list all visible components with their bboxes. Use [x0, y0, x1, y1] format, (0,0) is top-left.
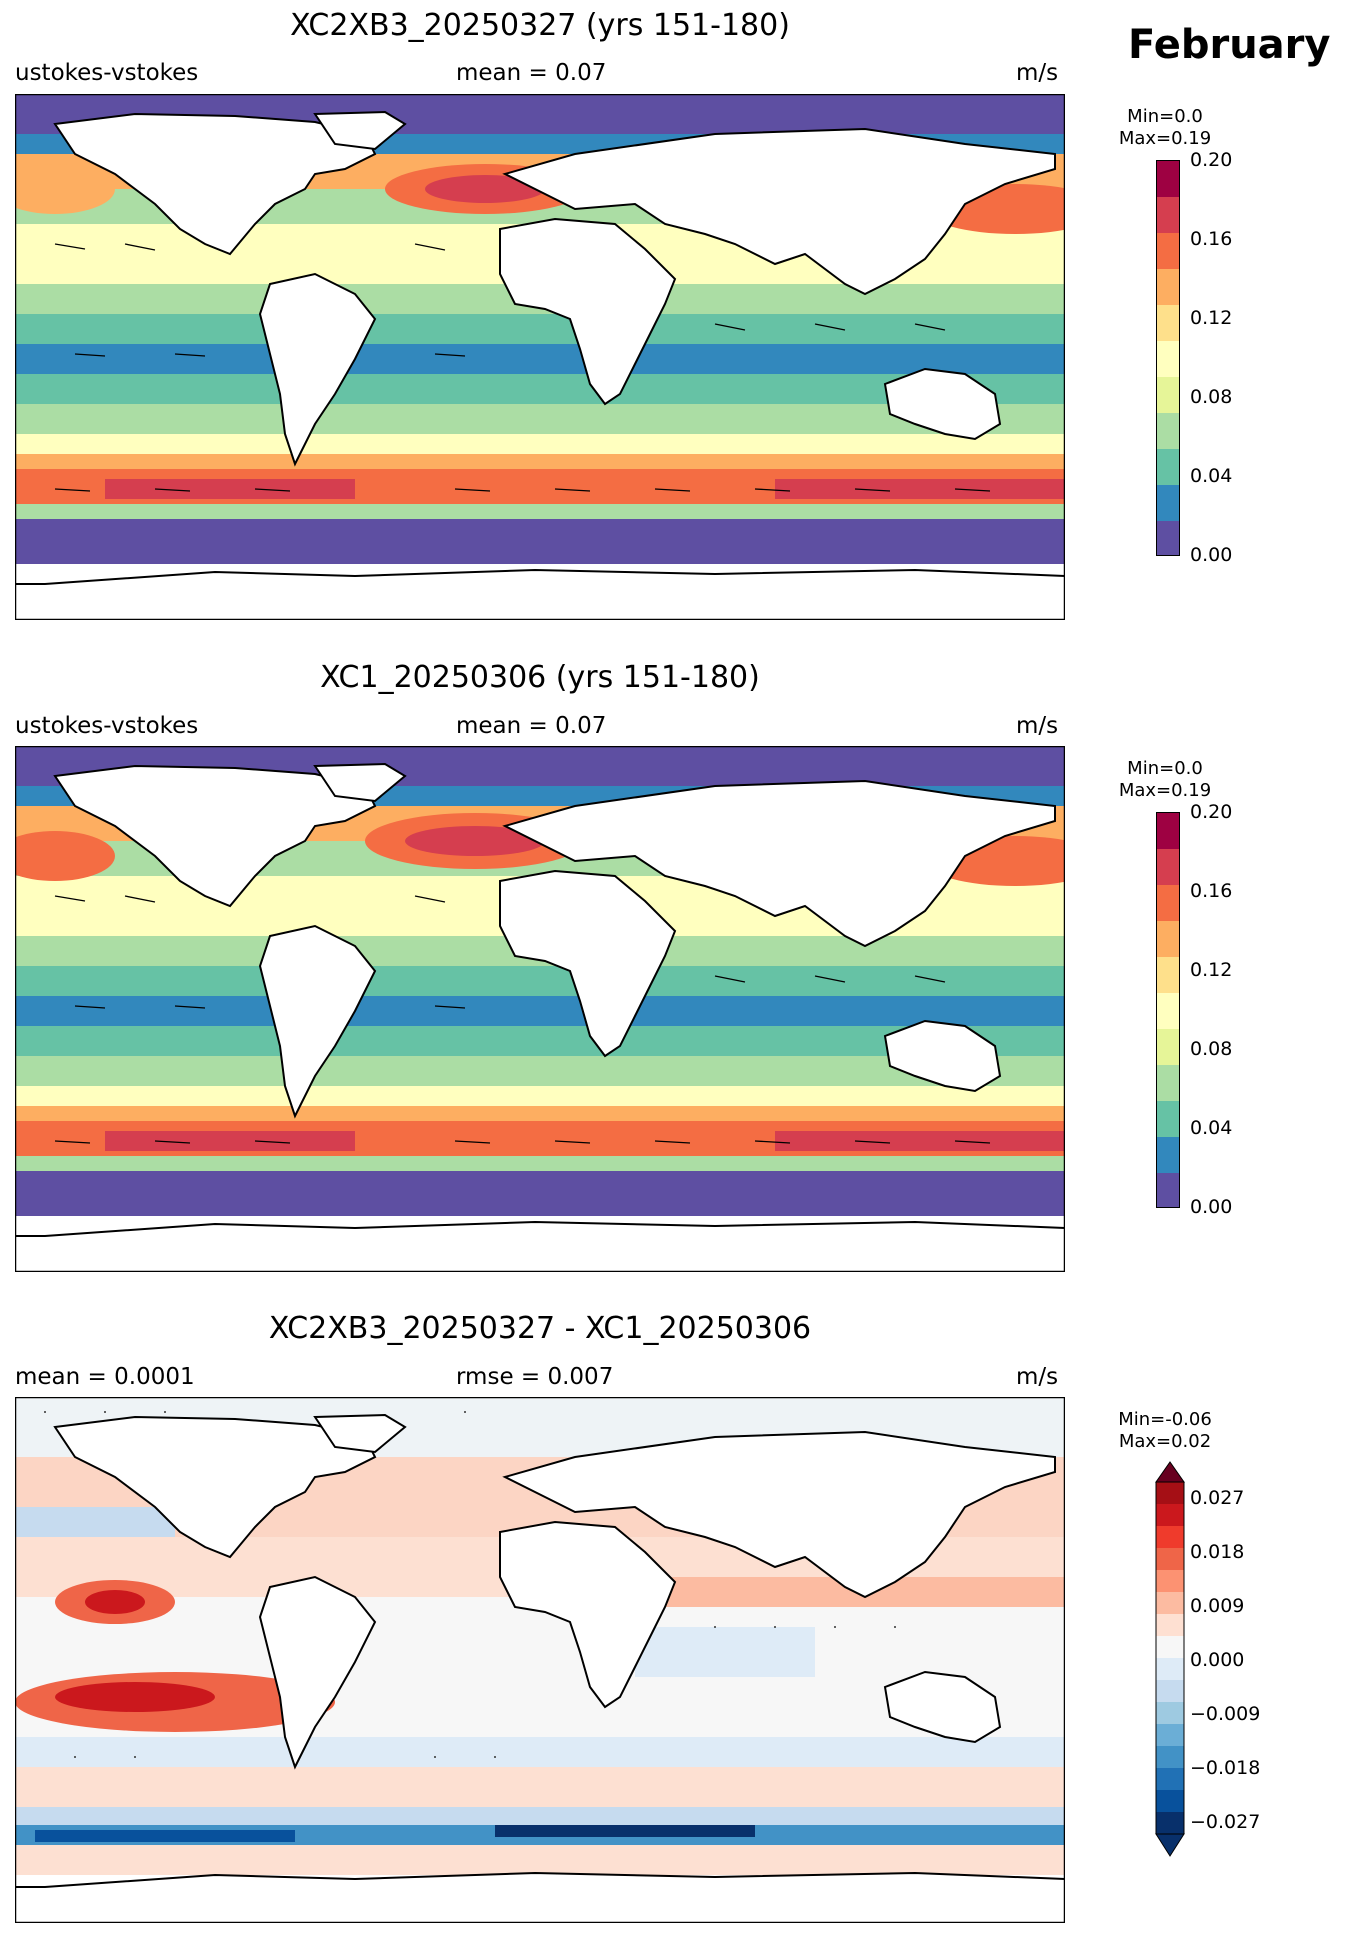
month-label: February [1128, 22, 1331, 68]
panel-2-cbar-tick-3: 0.08 [1190, 1038, 1233, 1060]
panel-1-title: XC2XB3_20250327 (yrs 151-180) [290, 8, 790, 43]
panel-3-title: XC2XB3_20250327 - XC1_20250306 [268, 1311, 812, 1346]
panel-3-cbar-tick-2: 0.009 [1190, 1595, 1245, 1617]
panel-2-cbar-tick-4: 0.04 [1190, 1117, 1233, 1139]
panel-1-map [15, 94, 1065, 620]
panel-2-cbar-tick-0: 0.20 [1190, 801, 1233, 823]
panel-2-map [15, 746, 1065, 1272]
panel-1-cbar-tick-1: 0.16 [1190, 228, 1233, 250]
panel-3-max-text: Max=0.02 [1118, 1431, 1212, 1452]
panel-1-units-label: m/s [1016, 60, 1059, 86]
panel-3-cbar-tick-5: −0.018 [1190, 1757, 1261, 1779]
panel-1-cbar-tick-4: 0.04 [1190, 465, 1233, 487]
panel-2-colorbar [1156, 812, 1180, 1208]
panel-3-mean-label: mean = 0.0001 [15, 1364, 195, 1390]
panel-3-colorbar [1155, 1461, 1185, 1857]
panel-3-cbar-tick-6: −0.027 [1190, 1811, 1261, 1833]
panel-3-units-label: m/s [1016, 1364, 1059, 1390]
panel-2-cbar-tick-1: 0.16 [1190, 880, 1233, 902]
panel-2-variable-label: ustokes-vstokes [15, 713, 199, 739]
panel-2-minmax: Min=0.0 Max=0.19 [1100, 758, 1230, 802]
panel-3-cbar-tick-1: 0.018 [1190, 1541, 1245, 1563]
panel-2-mean-label: mean = 0.07 [456, 713, 607, 739]
panel-1-cbar-tick-0: 0.20 [1190, 149, 1233, 171]
panel-1-cbar-tick-5: 0.00 [1190, 544, 1233, 566]
panel-3-minmax: Min=-0.06 Max=0.02 [1100, 1409, 1230, 1453]
panel-1-minmax: Min=0.0 Max=0.19 [1100, 106, 1230, 150]
panel-1-cbar-tick-2: 0.12 [1190, 307, 1233, 329]
panel-2-title: XC1_20250306 (yrs 151-180) [320, 660, 760, 695]
panel-1-max-text: Max=0.19 [1118, 128, 1212, 149]
panel-1-variable-label: ustokes-vstokes [15, 60, 199, 86]
panel-1-cbar-tick-3: 0.08 [1190, 386, 1233, 408]
panel-3-cbar-tick-0: 0.027 [1190, 1487, 1245, 1509]
panel-1-mean-label: mean = 0.07 [456, 60, 607, 86]
panel-2-min-text: Min=0.0 [1127, 758, 1203, 779]
panel-3-rmse-label: rmse = 0.007 [456, 1364, 614, 1390]
panel-2-cbar-tick-5: 0.00 [1190, 1196, 1233, 1218]
panel-2-units-label: m/s [1016, 713, 1059, 739]
panel-2-max-text: Max=0.19 [1118, 780, 1212, 801]
panel-3-cbar-tick-3: 0.000 [1190, 1649, 1245, 1671]
panel-2-cbar-tick-2: 0.12 [1190, 959, 1233, 981]
panel-3-map [15, 1397, 1065, 1923]
panel-3-cbar-tick-4: −0.009 [1190, 1703, 1261, 1725]
panel-1-min-text: Min=0.0 [1127, 106, 1203, 127]
panel-3-min-text: Min=-0.06 [1118, 1409, 1212, 1430]
panel-1-colorbar [1156, 160, 1180, 556]
